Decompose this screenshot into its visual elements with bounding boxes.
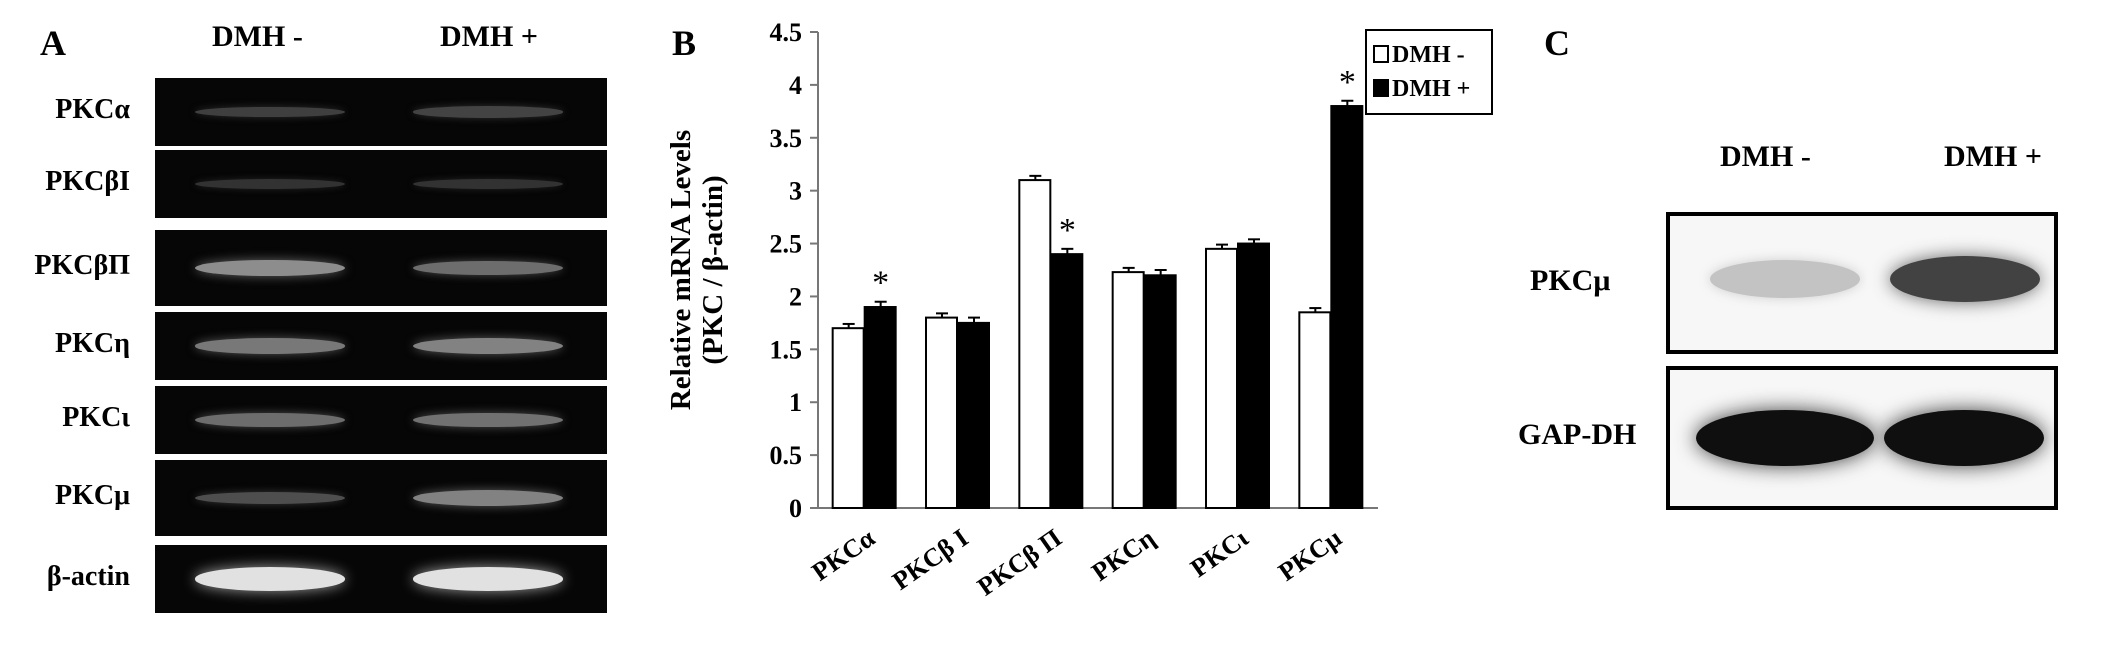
gel-label: PKCμ	[55, 480, 130, 511]
y-axis-label-units: (PKC / β-actin)	[697, 175, 729, 364]
significance-marker: *	[1059, 212, 1076, 249]
bar	[1018, 179, 1052, 509]
gel-label: β-actin	[46, 561, 130, 592]
gel-band	[195, 338, 345, 354]
gel-band	[413, 567, 563, 591]
panel-a-header-dmh-plus: DMH +	[440, 20, 538, 53]
y-tick-label: 1	[789, 388, 802, 417]
bar	[1330, 105, 1364, 510]
gel-label: PKCη	[54, 328, 130, 359]
y-tick-label: 4	[789, 71, 802, 100]
bar	[831, 327, 865, 509]
gel-lane-row	[155, 78, 607, 146]
western-label-pkc-mu: PKCμ	[1530, 264, 1611, 297]
y-tick-label: 3.5	[770, 124, 803, 153]
panel-c-header-dmh-minus: DMH -	[1720, 140, 1811, 173]
y-tick-label: 4.5	[770, 18, 803, 47]
x-tick-label: PKCβ Π	[972, 523, 1067, 601]
bar	[863, 306, 897, 509]
gel-band	[413, 260, 563, 276]
y-tick-label: 3	[789, 177, 802, 206]
gel-lane-row	[155, 386, 607, 454]
significance-marker: *	[872, 265, 889, 302]
western-band	[1890, 256, 2040, 302]
legend-label: DMH +	[1392, 76, 1470, 102]
western-blot-gapdh	[1666, 366, 2058, 510]
bar	[1111, 271, 1145, 510]
bar	[1205, 247, 1238, 509]
panel-a-letter: A	[40, 23, 66, 63]
panel-c-header-dmh-plus: DMH +	[1944, 140, 2042, 173]
western-label-gapdh: GAP-DH	[1518, 418, 1637, 451]
western-band	[1710, 260, 1860, 298]
gel-band	[413, 490, 563, 506]
panel-a-header-dmh-minus: DMH -	[212, 20, 303, 53]
legend-label: DMH -	[1392, 42, 1465, 68]
gel-band	[413, 179, 563, 189]
significance-marker: *	[1339, 64, 1356, 101]
y-tick-label: 0	[789, 494, 802, 523]
x-tick-label: PKCη	[1086, 523, 1160, 587]
panel-b-letter: B	[672, 23, 697, 63]
x-tick-label: PKCι	[1185, 523, 1253, 583]
gel-lane-row	[155, 460, 607, 536]
x-tick-label: PKCβ I	[887, 523, 973, 596]
legend-swatch	[1373, 45, 1389, 63]
legend-swatch	[1373, 79, 1389, 97]
bar	[1050, 253, 1084, 509]
gel-lane-row	[155, 312, 607, 380]
panel-c-letter: C	[1544, 23, 1570, 63]
gel-band	[195, 259, 345, 277]
gel-lane-row	[155, 150, 607, 218]
gel-band	[195, 492, 345, 504]
x-tick-label: PKCμ	[1273, 523, 1347, 587]
y-tick-label: 0.5	[770, 441, 803, 470]
gel-label: PKCβI	[45, 166, 130, 197]
bar	[957, 321, 990, 509]
x-tick-label: PKCα	[807, 523, 881, 587]
western-blot-pkc-mu	[1666, 212, 2058, 354]
bar	[1298, 311, 1332, 509]
gel-band	[195, 106, 345, 118]
western-band	[1696, 410, 1874, 466]
gel-label: PKCι	[62, 402, 130, 433]
western-band	[1884, 410, 2044, 466]
gel-band	[195, 412, 345, 428]
y-tick-label: 2.5	[770, 230, 803, 259]
gel-band	[195, 179, 345, 189]
gel-lane-row	[155, 230, 607, 306]
y-tick-label: 1.5	[770, 335, 803, 364]
bar	[1237, 242, 1270, 510]
bar	[1143, 274, 1177, 509]
gel-band	[195, 567, 345, 591]
bar-chart: 0 0.5 1 1.5 2 2.5 3 3.5 4 4.5 Relative mRNA Levels…	[665, 18, 1493, 602]
gel-band	[413, 106, 563, 118]
gel-band	[413, 338, 563, 354]
gel-label: PKCβΠ	[34, 250, 130, 281]
gel-band	[413, 412, 563, 428]
y-axis-label: Relative mRNA Levels	[665, 130, 697, 410]
gel-label: PKCα	[55, 94, 130, 125]
legend-box	[1365, 29, 1493, 115]
y-tick-label: 2	[789, 282, 802, 311]
gel-lane-row	[155, 545, 607, 613]
bar	[925, 316, 958, 509]
